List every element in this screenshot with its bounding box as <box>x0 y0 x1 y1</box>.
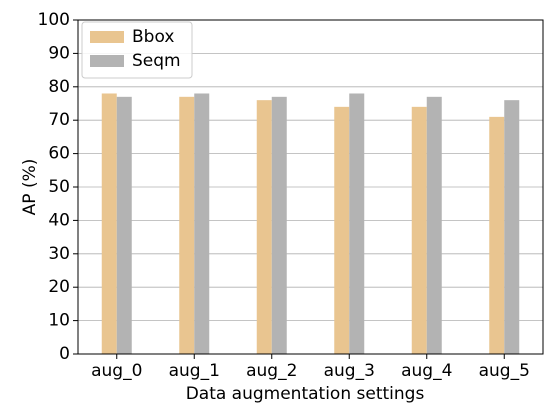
legend-label: Seqm <box>132 51 181 71</box>
y-tick-label: 0 <box>59 344 70 364</box>
legend-swatch <box>90 55 124 67</box>
bar <box>489 116 505 354</box>
bar <box>194 93 210 354</box>
y-tick-label: 50 <box>48 177 70 197</box>
bar <box>334 106 350 354</box>
x-tick-label: aug_1 <box>169 361 220 381</box>
x-axis-label: Data augmentation settings <box>186 384 425 404</box>
y-tick-label: 100 <box>38 10 70 30</box>
y-axis-label: AP (%) <box>20 159 40 216</box>
y-tick-label: 80 <box>48 77 70 97</box>
bar <box>116 96 132 354</box>
y-tick-label: 70 <box>48 110 70 130</box>
x-tick-label: aug_2 <box>246 361 297 381</box>
x-tick-label: aug_4 <box>401 361 452 381</box>
y-tick-label: 20 <box>48 277 70 297</box>
bar <box>349 93 365 354</box>
plot-frame <box>77 19 544 355</box>
x-tick-label: aug_3 <box>324 361 375 381</box>
bar <box>411 106 427 354</box>
bar <box>504 100 520 354</box>
y-tick-label: 30 <box>48 244 70 264</box>
y-tick-label: 40 <box>48 210 70 230</box>
y-tick-label: 10 <box>48 311 70 331</box>
bar <box>426 96 442 354</box>
bar <box>256 100 272 354</box>
y-tick-label: 60 <box>48 144 70 164</box>
y-tick-label: 90 <box>48 43 70 63</box>
bar <box>101 93 117 354</box>
x-tick-label: aug_5 <box>479 361 530 381</box>
bar <box>179 96 195 354</box>
x-tick-label: aug_0 <box>91 361 142 381</box>
bar <box>271 96 287 354</box>
legend-label: Bbox <box>132 27 174 47</box>
legend-swatch <box>90 31 124 43</box>
